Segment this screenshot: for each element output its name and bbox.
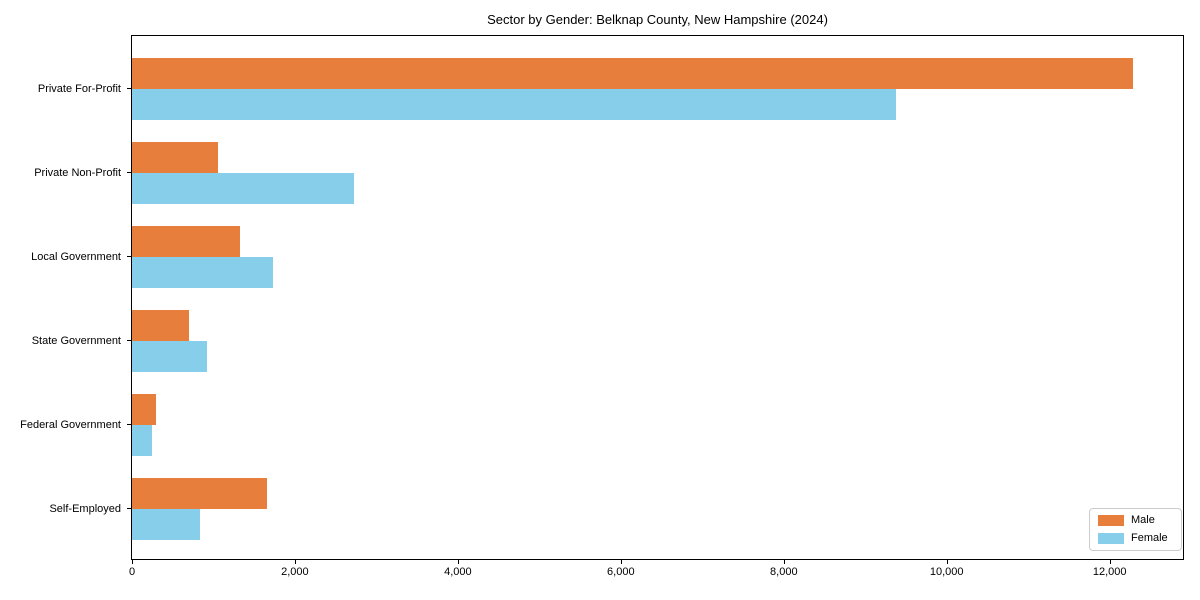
x-tick-mark <box>620 560 622 564</box>
bar-female-private-non-profit <box>132 173 354 204</box>
legend-swatch-male <box>1098 515 1124 526</box>
bar-female-federal-government <box>132 425 152 456</box>
y-tick-label-self-employed: Self-Employed <box>49 503 121 515</box>
bar-male-private-non-profit <box>132 142 218 173</box>
legend-label-female: Female <box>1131 532 1168 544</box>
bar-female-state-government <box>132 341 207 372</box>
y-tick-mark <box>127 508 131 509</box>
bar-female-self-employed <box>132 509 200 540</box>
x-tick-label-4000: 4,000 <box>444 566 472 578</box>
x-tick-mark <box>294 560 296 564</box>
x-tick-label-8000: 8,000 <box>770 566 798 578</box>
x-tick-mark <box>783 560 785 564</box>
x-tick-mark <box>1109 560 1111 564</box>
legend-swatch-female <box>1098 533 1124 544</box>
y-tick-label-private-for-profit: Private For-Profit <box>37 83 121 95</box>
bar-male-local-government <box>132 226 241 257</box>
legend: Male Female <box>1089 508 1182 551</box>
x-tick-mark <box>946 560 948 564</box>
x-tick-label-10000: 10,000 <box>929 566 964 578</box>
x-tick-label-0: 0 <box>128 566 136 578</box>
chart-title: Sector by Gender: Belknap County, New Ha… <box>487 12 828 27</box>
plot-area <box>131 35 1184 560</box>
x-tick-mark <box>132 560 133 564</box>
bar-female-local-government <box>132 257 273 288</box>
bar-male-state-government <box>132 310 189 341</box>
legend-label-male: Male <box>1131 514 1155 526</box>
y-tick-mark <box>127 256 131 257</box>
x-tick-mark <box>457 560 459 564</box>
bar-female-private-for-profit <box>132 89 897 120</box>
y-tick-label-state-government: State Government <box>31 335 121 347</box>
x-tick-label-12000: 12,000 <box>1092 566 1127 578</box>
y-tick-mark <box>127 172 131 173</box>
y-tick-mark <box>127 340 131 341</box>
x-tick-label-6000: 6,000 <box>607 566 635 578</box>
y-tick-label-federal-government: Federal Government <box>20 419 121 431</box>
bar-male-private-for-profit <box>132 58 1134 89</box>
legend-item-female: Female <box>1098 532 1173 545</box>
legend-item-male: Male <box>1098 514 1173 527</box>
bar-male-federal-government <box>132 394 157 425</box>
y-tick-mark <box>127 424 131 425</box>
y-tick-mark <box>127 88 131 89</box>
bar-male-self-employed <box>132 478 268 509</box>
x-tick-label-2000: 2,000 <box>281 566 309 578</box>
y-tick-label-local-government: Local Government <box>31 251 121 263</box>
y-tick-label-private-non-profit: Private Non-Profit <box>34 167 121 179</box>
